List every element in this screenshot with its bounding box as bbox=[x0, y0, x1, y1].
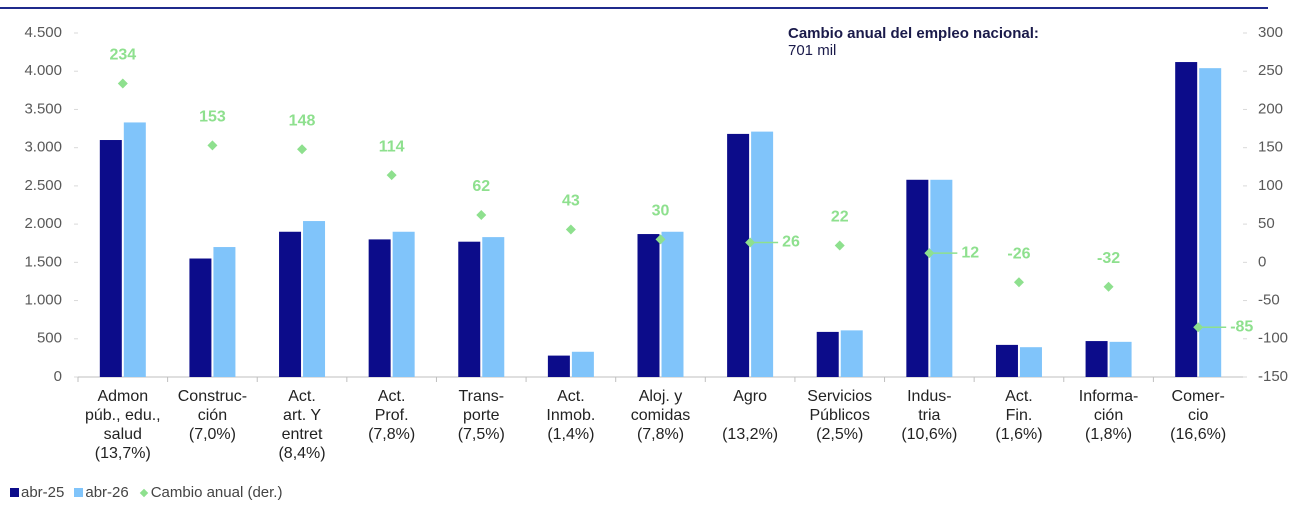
marker bbox=[1013, 277, 1024, 288]
legend-label: abr-25 bbox=[21, 484, 65, 501]
marker bbox=[834, 240, 845, 251]
y-tick-label: 1.500 bbox=[24, 253, 62, 270]
marker bbox=[297, 144, 308, 155]
bar bbox=[189, 258, 212, 377]
x-tick-label: Aloj. y comidas (7,8%) bbox=[630, 388, 691, 443]
bar bbox=[123, 122, 146, 377]
legend-swatch bbox=[139, 488, 148, 498]
y-tick-label: 4.000 bbox=[24, 62, 62, 79]
bar bbox=[930, 179, 953, 377]
marker bbox=[386, 170, 397, 181]
bar bbox=[1085, 341, 1108, 377]
bar bbox=[751, 131, 774, 377]
x-tick-label: Act. Prof. (7,8%) bbox=[368, 388, 416, 443]
x-tick-label: Comer- cio (16,6%) bbox=[1170, 388, 1227, 443]
bar bbox=[1175, 62, 1198, 377]
legend-label: Cambio anual (der.) bbox=[150, 484, 283, 501]
y2-tick-label: 200 bbox=[1258, 100, 1283, 117]
y-tick-label: 0 bbox=[54, 368, 62, 385]
bar bbox=[727, 133, 750, 377]
data-label: 234 bbox=[109, 47, 136, 64]
bar bbox=[368, 239, 391, 377]
y2-tick-label: 50 bbox=[1258, 215, 1275, 232]
data-label: 148 bbox=[289, 112, 316, 129]
marker bbox=[207, 140, 218, 151]
y2-tick-label: -150 bbox=[1258, 368, 1288, 385]
x-tick-label: Act. Fin. (1,6%) bbox=[995, 388, 1043, 443]
x-tick-label: Informa- ción (1,8%) bbox=[1078, 388, 1139, 443]
y-tick-label: 500 bbox=[37, 330, 62, 347]
x-tick-label: Construc- ción (7,0%) bbox=[177, 388, 248, 443]
y-tick-label: 1.000 bbox=[24, 292, 62, 309]
marker bbox=[476, 209, 487, 220]
y2-tick-label: -100 bbox=[1258, 330, 1288, 347]
x-tick-label: Act. art. Y entret (8,4%) bbox=[278, 388, 326, 462]
y2-tick-label: 0 bbox=[1258, 253, 1266, 270]
data-label: 43 bbox=[562, 193, 580, 210]
x-tick-label: Indus- tria (10,6%) bbox=[901, 388, 958, 443]
y-tick-label: 3.500 bbox=[24, 100, 62, 117]
y2-tick-label: 150 bbox=[1258, 139, 1283, 156]
data-label: 30 bbox=[652, 203, 670, 220]
marker bbox=[117, 78, 128, 89]
legend-item: abr-25 bbox=[10, 484, 64, 501]
annotation: Cambio anual del empleo nacional: 701 mi… bbox=[788, 25, 1039, 59]
y-tick-label: 3.000 bbox=[24, 139, 62, 156]
bar bbox=[571, 351, 594, 377]
legend-swatch bbox=[10, 488, 19, 497]
data-label: 153 bbox=[199, 109, 226, 126]
bar bbox=[906, 179, 929, 377]
x-tick-label: Act. Inmob. (1,4%) bbox=[546, 388, 596, 443]
data-label: 62 bbox=[472, 178, 490, 195]
bar bbox=[213, 247, 236, 377]
bar bbox=[1109, 341, 1132, 377]
bar bbox=[303, 221, 326, 377]
bar bbox=[661, 231, 684, 377]
bar bbox=[816, 331, 839, 377]
data-label: 12 bbox=[961, 244, 979, 261]
x-tick-label: Admon púb., edu., salud (13,7%) bbox=[84, 388, 161, 462]
data-label: 26 bbox=[782, 234, 800, 251]
bar bbox=[392, 231, 415, 377]
y2-tick-label: 300 bbox=[1258, 24, 1283, 41]
y2-tick-label: 100 bbox=[1258, 177, 1283, 194]
y2-tick-label: 250 bbox=[1258, 62, 1283, 79]
annotation-title: Cambio anual del empleo nacional: bbox=[788, 25, 1039, 42]
bar bbox=[279, 231, 302, 377]
legend-swatch bbox=[74, 488, 84, 497]
data-label: -32 bbox=[1097, 250, 1120, 267]
annotation-value: 701 mil bbox=[788, 42, 837, 59]
bar bbox=[1019, 347, 1042, 377]
y-tick-label: 2.500 bbox=[24, 177, 62, 194]
bar bbox=[1199, 68, 1222, 378]
legend-item: abr-26 bbox=[74, 484, 129, 501]
marker bbox=[1103, 281, 1114, 292]
bar bbox=[637, 234, 660, 377]
legend-label: abr-26 bbox=[85, 484, 129, 501]
y2-tick-label: -50 bbox=[1258, 292, 1280, 309]
bar bbox=[547, 355, 570, 377]
data-label: 114 bbox=[379, 138, 405, 155]
bar bbox=[840, 330, 863, 377]
legend-item: Cambio anual (der.) bbox=[139, 484, 283, 501]
data-label: 22 bbox=[831, 209, 849, 226]
bar bbox=[99, 140, 122, 377]
bar bbox=[995, 344, 1018, 377]
bar bbox=[458, 241, 481, 377]
y-tick-label: 4.500 bbox=[24, 24, 62, 41]
legend: abr-25 abr-26 Cambio anual (der.) bbox=[10, 484, 282, 501]
marker bbox=[565, 224, 576, 235]
marker bbox=[655, 234, 666, 245]
x-tick-label: Agro (13,2%) bbox=[722, 388, 779, 443]
y-tick-label: 2.000 bbox=[24, 215, 62, 232]
bar bbox=[482, 237, 505, 377]
x-tick-label: Trans- porte (7,5%) bbox=[457, 388, 505, 443]
data-label: -85 bbox=[1230, 319, 1253, 336]
x-tick-label: Servicios Públicos (2,5%) bbox=[807, 388, 873, 443]
data-label: -26 bbox=[1007, 245, 1030, 262]
